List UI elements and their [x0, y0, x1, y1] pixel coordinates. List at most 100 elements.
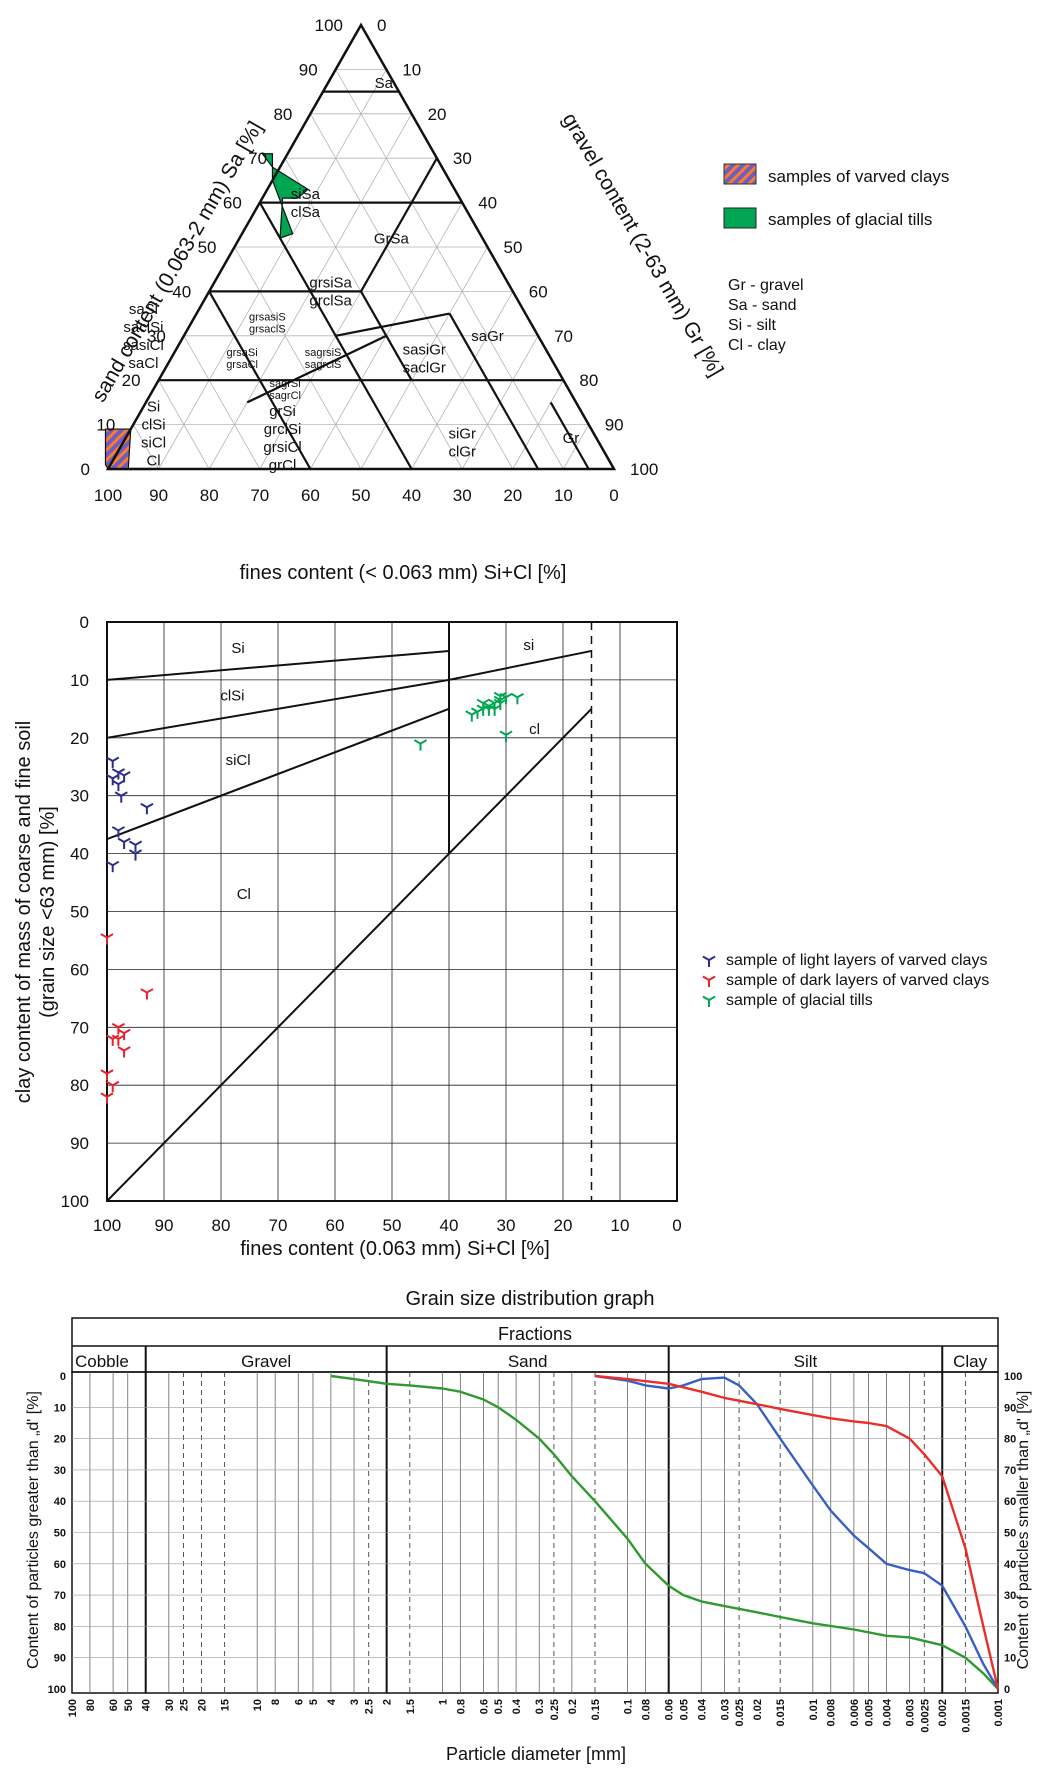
- scatter-point-s0-4: [111, 779, 125, 792]
- region-label-grsiSa: grsiSa grclSa: [309, 275, 352, 310]
- region-label-line: grsaSi: [226, 347, 257, 359]
- marker-stroke: [100, 1069, 108, 1075]
- region-label-GrSa: GrSa: [374, 230, 410, 247]
- grain-x-tick-1: 1: [437, 1699, 449, 1705]
- scatter-legend-marker-1: [702, 975, 716, 987]
- marker-stroke: [516, 692, 524, 699]
- grain-x-tick-2.5: 2.5: [364, 1699, 376, 1714]
- scatter-y-tick-60: 60: [70, 960, 89, 979]
- grain-left-tick-100: 100: [48, 1684, 66, 1696]
- grain-x-tick-5: 5: [308, 1699, 320, 1705]
- scatter-x-tick-70: 70: [269, 1216, 288, 1235]
- gravel-tick-90: 90: [605, 416, 624, 435]
- marker-stroke: [510, 692, 518, 699]
- region-label-line: Cl: [146, 453, 160, 470]
- scatter-region-Si: Si: [231, 640, 244, 657]
- scatter-legend: sample of light layers of varved clays sa…: [702, 952, 989, 1009]
- scatter-point-s2-14: [499, 730, 513, 742]
- grid-line-fines-80: [158, 380, 210, 470]
- scatter-x-tick-90: 90: [155, 1216, 174, 1235]
- region-label-line: Sa: [375, 75, 394, 92]
- scatter-point-s2-12: [493, 691, 507, 704]
- region-label-line: grSi: [269, 403, 296, 420]
- gravel-tick-50: 50: [504, 238, 523, 257]
- scatter-x-tick-20: 20: [554, 1216, 573, 1235]
- grain-grid: [72, 1346, 998, 1693]
- region-label-grsaSi: grsaSi grsaCl: [226, 347, 258, 371]
- boundary-si-cl: [448, 649, 592, 681]
- grain-left-tick-70: 70: [54, 1590, 66, 1602]
- grain-left-tick-20: 20: [54, 1434, 66, 1446]
- marker-stroke: [123, 1028, 131, 1034]
- gravel-tick-70: 70: [554, 327, 573, 346]
- grain-right-tick-50: 50: [1004, 1528, 1016, 1540]
- region-label-sagrsiS: sagrsiS sagrclS: [305, 347, 342, 371]
- scatter-point-s2-13: [510, 692, 524, 705]
- region-label-line: grsiSa: [309, 275, 352, 292]
- grain-right-tick-30: 30: [1004, 1590, 1016, 1602]
- marker-stroke: [135, 840, 143, 846]
- abbreviation-clay: Cl - clay: [728, 337, 786, 354]
- grain-left-tick-30: 30: [54, 1465, 66, 1477]
- scatter-x-tick-60: 60: [326, 1216, 345, 1235]
- scatter-point-s0-7: [111, 826, 125, 838]
- ternary-grid: [132, 69, 590, 470]
- scatter-point-s1-1: [140, 988, 154, 1000]
- region-label-line: Gr: [563, 430, 580, 447]
- grain-x-tick-8: 8: [270, 1699, 282, 1705]
- region-label-saGr: saGr: [471, 328, 504, 345]
- region-label-siSa: siSa clSa: [291, 186, 321, 221]
- region-label-line: GrSa: [374, 230, 410, 247]
- marker-stroke: [106, 756, 114, 762]
- marker-stroke: [117, 1046, 125, 1052]
- scatter-y-tick-10: 10: [70, 671, 89, 690]
- scatter-x-tick-0: 0: [672, 1216, 681, 1235]
- marker-stroke: [482, 698, 490, 704]
- scatter-y-tick-100: 100: [61, 1192, 89, 1211]
- boundary-line-9: [549, 401, 590, 470]
- marker-stroke: [140, 802, 148, 809]
- gravel-tick-40: 40: [478, 194, 497, 213]
- scatter-point-s0-6: [140, 802, 154, 815]
- marker-stroke: [111, 1022, 119, 1029]
- marker-stroke: [702, 955, 710, 961]
- grain-x-tick-0.001: 0.001: [993, 1699, 1005, 1727]
- marker-stroke: [493, 691, 501, 697]
- fraction-label-Cobble: Cobble: [75, 1352, 129, 1371]
- marker-stroke: [476, 698, 484, 704]
- grain-x-tick-25: 25: [179, 1699, 191, 1711]
- grid-line-gravel-50: [360, 246, 488, 470]
- boundary-clsi-sicl: [106, 678, 450, 739]
- scatter-y-axis-label-line-2: (grain size <63 mm) [%]: [37, 806, 59, 1018]
- boundary-si-clsi: [106, 649, 450, 681]
- sand-tick-30: 30: [147, 327, 166, 346]
- sand-tick-0: 0: [81, 460, 90, 479]
- marker-stroke: [413, 739, 421, 745]
- marker-stroke: [112, 860, 120, 867]
- grain-x-tick-0.0025: 0.0025: [919, 1699, 931, 1733]
- scatter-region-labels: Si clSi siCl Cl si cl: [220, 637, 540, 903]
- fines-tick-40: 40: [402, 486, 421, 505]
- sand-tick-20: 20: [122, 371, 141, 390]
- region-label-line: grclSa: [309, 293, 352, 310]
- scatter-region-Cl: Cl: [237, 886, 251, 903]
- marker-stroke: [123, 1046, 131, 1052]
- grain-right-tick-60: 60: [1004, 1496, 1016, 1508]
- marker-stroke: [117, 1022, 125, 1029]
- grain-curves: [330, 1374, 1000, 1690]
- scatter-x-tick-30: 30: [497, 1216, 516, 1235]
- ternary-bottom-axis-label: fines content (< 0.063 mm) Si+Cl [%]: [240, 562, 567, 584]
- marker-stroke: [106, 1080, 114, 1087]
- grain-size-chart: Grain size distribution graph Fractions …: [25, 1288, 1032, 1764]
- sand-tick-40: 40: [172, 282, 191, 301]
- grain-right-axis-label: Content of particles smaller than „d' [%…: [1015, 1391, 1032, 1670]
- region-label-line: clSa: [291, 204, 321, 221]
- scatter-y-tick-20: 20: [70, 729, 89, 748]
- region-label-sasiGr: sasiGr saclGr: [403, 341, 446, 376]
- sand-tick-90: 90: [299, 60, 318, 79]
- sand-tick-80: 80: [273, 105, 292, 124]
- grid-line-fines-90: [132, 424, 159, 470]
- scatter-legend-marker-0: [702, 955, 716, 967]
- gravel-tick-60: 60: [529, 282, 548, 301]
